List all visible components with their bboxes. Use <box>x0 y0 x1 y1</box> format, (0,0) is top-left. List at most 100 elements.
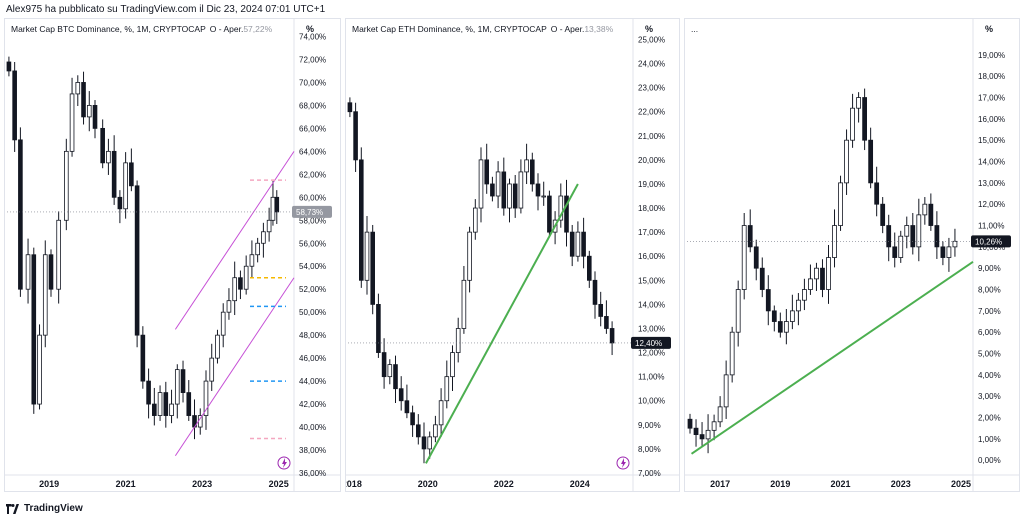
btc-dominance-chart[interactable]: 36,00% 38,00% 40,00% 42,00% 44,00% 46,00% 48,0… <box>4 18 341 492</box>
x-tick-label: 2019 <box>770 479 790 489</box>
candle-body <box>473 207 478 233</box>
chart-canvas[interactable]: 36,00% 38,00% 40,00% 42,00% 44,00% 46,00% 48,0… <box>5 19 340 491</box>
third-dominance-chart[interactable]: 0,00% 1,00% 2,00% 3,00% 4,00% 5,00% 6,00% 7,00%… <box>684 18 1020 492</box>
channel-line-lower <box>174 277 295 457</box>
candle-body <box>541 195 546 198</box>
candle-body <box>232 277 237 302</box>
candle-body <box>266 219 272 233</box>
last-value-badge <box>971 235 1011 248</box>
y-tick-label: 11,00% <box>978 222 1005 231</box>
candle-body <box>928 203 934 226</box>
lightning-icon-bolt <box>282 458 287 468</box>
footer-brand: TradingView <box>24 503 83 514</box>
candle-body <box>56 219 61 290</box>
y-tick-label: 5,00% <box>978 350 1001 359</box>
last-value-label: 10,26% <box>975 237 1002 246</box>
chart-canvas[interactable]: 0,00% 1,00% 2,00% 3,00% 4,00% 5,00% 6,00% 7,00%… <box>685 19 1019 491</box>
candle-body <box>512 183 518 209</box>
eth-dominance-chart[interactable]: 7,00% 8,00% 9,00% 10,00% 11,00% 12,00% 13,00% 1… <box>345 18 680 492</box>
candle-body <box>910 225 916 248</box>
ohlc-value: 57,22% <box>243 24 272 34</box>
x-tick-label: 2023 <box>192 479 212 489</box>
candle-body <box>347 102 353 113</box>
candle-body <box>134 185 140 336</box>
candle-body <box>152 403 157 416</box>
candle-body <box>575 231 581 257</box>
candle-body <box>455 328 461 353</box>
y-tick-label: 13,00% <box>978 179 1005 188</box>
support-trendline <box>690 260 974 455</box>
candle-body <box>146 380 151 405</box>
candle-body <box>69 93 75 152</box>
candle-body <box>163 392 169 416</box>
y-tick-label: 8,00% <box>638 445 661 454</box>
candle-body <box>564 195 569 233</box>
candle-body <box>747 225 753 248</box>
y-tick-label: 3,00% <box>978 392 1001 401</box>
y-tick-label: 36,00% <box>299 469 326 478</box>
y-tick-label: 12,00% <box>978 200 1005 209</box>
candle-body <box>64 150 69 221</box>
candle-body <box>404 400 410 414</box>
candle-body <box>705 429 711 440</box>
y-tick-label: 15,00% <box>978 136 1005 145</box>
y-tick-label: 44,00% <box>299 377 326 386</box>
x-tick-label: 2018 <box>346 479 362 489</box>
chart-canvas[interactable]: 7,00% 8,00% 9,00% 10,00% 11,00% 12,00% 13,00% 1… <box>346 19 679 491</box>
candle-body <box>687 418 693 429</box>
candle-body <box>547 195 552 233</box>
candle-body <box>844 139 849 184</box>
candle-body <box>467 231 472 281</box>
candle-body <box>484 159 489 185</box>
candle-body <box>427 436 432 450</box>
candle-body <box>444 376 450 402</box>
candle-body <box>12 70 17 141</box>
lightning-icon-bolt <box>621 458 626 468</box>
candle-body <box>243 265 249 290</box>
chart-title: ... <box>691 24 698 34</box>
candle-body <box>438 400 444 426</box>
x-tick-label: 2017 <box>710 479 730 489</box>
candle-body <box>364 231 370 281</box>
y-tick-label: 14,00% <box>638 300 665 309</box>
x-tick-label: 2024 <box>570 479 590 489</box>
candle-body <box>946 246 952 258</box>
chart-title-text: ... <box>691 24 698 34</box>
y-tick-label: 10,00% <box>978 243 1005 252</box>
candle-body <box>609 328 615 344</box>
support-trendline <box>425 183 579 464</box>
candle-body <box>111 150 117 198</box>
candle-body <box>31 254 37 405</box>
candle-body <box>581 231 586 257</box>
candle-body <box>169 403 174 416</box>
candle-body <box>569 231 575 257</box>
y-tick-label: 40,00% <box>299 423 326 432</box>
chart-title-text: Market Cap BTC Dominance, %, 1M, CRYPTOC… <box>11 24 206 34</box>
candle-body <box>723 374 729 408</box>
candle-body <box>157 392 163 416</box>
last-value-label: 12,40% <box>635 339 662 348</box>
y-tick-label: 7,00% <box>978 307 1001 316</box>
ohlc-prefix: O - Aper. <box>551 24 585 34</box>
candle-body <box>880 203 886 226</box>
candle-body <box>862 97 868 141</box>
y-tick-label: 74,00% <box>299 32 326 41</box>
candle-body <box>37 334 42 405</box>
y-tick-label: 9,00% <box>978 264 1001 273</box>
candle-body <box>518 171 524 209</box>
y-tick-label: 22,00% <box>638 108 665 117</box>
channel-line-upper <box>174 151 295 330</box>
lightning-icon[interactable] <box>277 456 291 470</box>
candle-body <box>238 277 243 290</box>
y-tick-label: 25,00% <box>638 35 665 44</box>
lightning-icon[interactable] <box>616 456 630 470</box>
y-tick-label: 52,00% <box>299 285 326 294</box>
y-tick-label: 62,00% <box>299 170 326 179</box>
candle-body <box>916 214 922 248</box>
y-tick-label: 10,00% <box>638 397 665 406</box>
candle-body <box>215 334 220 359</box>
candle-body <box>42 254 48 336</box>
candle-body <box>789 310 795 322</box>
candle-body <box>717 406 723 423</box>
y-tick-label: 64,00% <box>299 147 326 156</box>
